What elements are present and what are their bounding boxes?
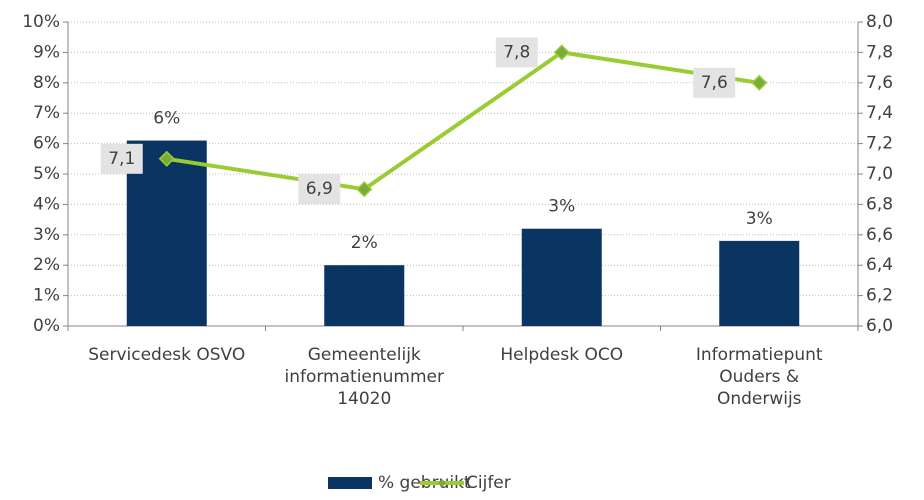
y-tick-label: 5% (33, 164, 60, 184)
y2-tick-label: 8,0 (866, 12, 893, 32)
y-tick-label: 7% (33, 103, 60, 123)
value-label-box (693, 67, 736, 98)
legend-swatch (328, 477, 372, 489)
line-value-label: 7,1 (108, 149, 135, 169)
bar (324, 265, 405, 326)
y2-tick-label: 7,8 (866, 42, 893, 62)
line-value-label: 7,6 (701, 73, 728, 93)
bar-value-label: 3% (548, 197, 575, 217)
y2-tick-label: 6,2 (866, 286, 893, 306)
line-value-label: 6,9 (306, 179, 333, 199)
legend-marker (438, 479, 446, 487)
y2-tick-label: 7,0 (866, 164, 893, 184)
bar (719, 240, 800, 326)
line-marker (356, 181, 373, 198)
line-value-label: 7,8 (503, 42, 530, 62)
line-marker (553, 44, 570, 61)
line (166, 50, 760, 192)
y-tick-label: 2% (33, 255, 60, 275)
value-label-box (298, 174, 341, 205)
line-marker (751, 74, 768, 91)
legend-label: Cijfer (466, 473, 511, 493)
bar (521, 228, 602, 326)
y2-tick-label: 7,6 (866, 73, 893, 93)
value-label-box (495, 37, 538, 68)
y-tick-label: 3% (33, 225, 60, 245)
y2-tick-label: 7,2 (866, 134, 893, 154)
x-tick-label: Gemeentelijk informatienummer 14020 (284, 345, 445, 409)
x-tick-label: Servicedesk OSVO (88, 345, 246, 365)
value-label-box (100, 143, 143, 174)
line-marker (158, 150, 175, 167)
y-tick-label: 8% (33, 73, 60, 93)
y2-tick-label: 6,6 (866, 225, 893, 245)
x-tick-label: Informatiepunt Ouders & Onderwijs (695, 345, 823, 409)
y-tick-label: 4% (33, 194, 60, 214)
y-tick-label: 1% (33, 286, 60, 306)
y-tick-label: 6% (33, 134, 60, 154)
bar-value-label: 3% (746, 209, 773, 229)
bar-value-label: 2% (351, 233, 378, 253)
bar-value-label: 6% (153, 109, 180, 129)
x-tick-label: Helpdesk OCO (500, 345, 624, 365)
y2-tick-label: 6,0 (866, 316, 893, 336)
y-tick-label: 10% (22, 12, 60, 32)
y2-tick-label: 6,4 (866, 255, 893, 275)
y-tick-label: 0% (33, 316, 60, 336)
y2-tick-label: 6,8 (866, 194, 893, 214)
y2-tick-label: 7,4 (866, 103, 893, 123)
y-tick-label: 9% (33, 42, 60, 62)
